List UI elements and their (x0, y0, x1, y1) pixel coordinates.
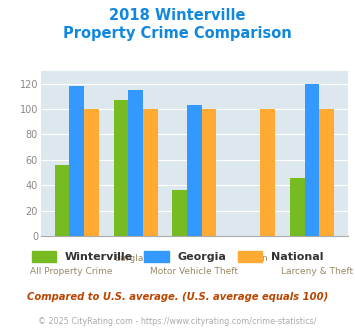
Bar (55, 165, 70, 236)
Bar (202, 109, 217, 236)
Bar (305, 83, 319, 236)
Text: Property Crime Comparison: Property Crime Comparison (63, 26, 292, 41)
Bar (128, 90, 143, 236)
Text: © 2025 CityRating.com - https://www.cityrating.com/crime-statistics/: © 2025 CityRating.com - https://www.city… (38, 317, 317, 326)
Text: Burglary: Burglary (114, 254, 152, 263)
Bar (114, 100, 128, 236)
Bar (70, 86, 84, 236)
Bar (290, 178, 305, 236)
Text: Larceny & Theft: Larceny & Theft (281, 267, 353, 276)
Text: Motor Vehicle Theft: Motor Vehicle Theft (151, 267, 238, 276)
Bar (143, 109, 158, 236)
Text: Arson: Arson (243, 254, 269, 263)
Bar (187, 105, 202, 236)
Bar (172, 190, 187, 236)
Text: All Property Crime: All Property Crime (30, 267, 113, 276)
Bar (261, 109, 275, 236)
Bar (84, 109, 99, 236)
Text: 2018 Winterville: 2018 Winterville (109, 8, 246, 23)
Legend: Winterville, Georgia, National: Winterville, Georgia, National (27, 247, 328, 267)
Bar (319, 109, 334, 236)
Text: Compared to U.S. average. (U.S. average equals 100): Compared to U.S. average. (U.S. average … (27, 292, 328, 302)
